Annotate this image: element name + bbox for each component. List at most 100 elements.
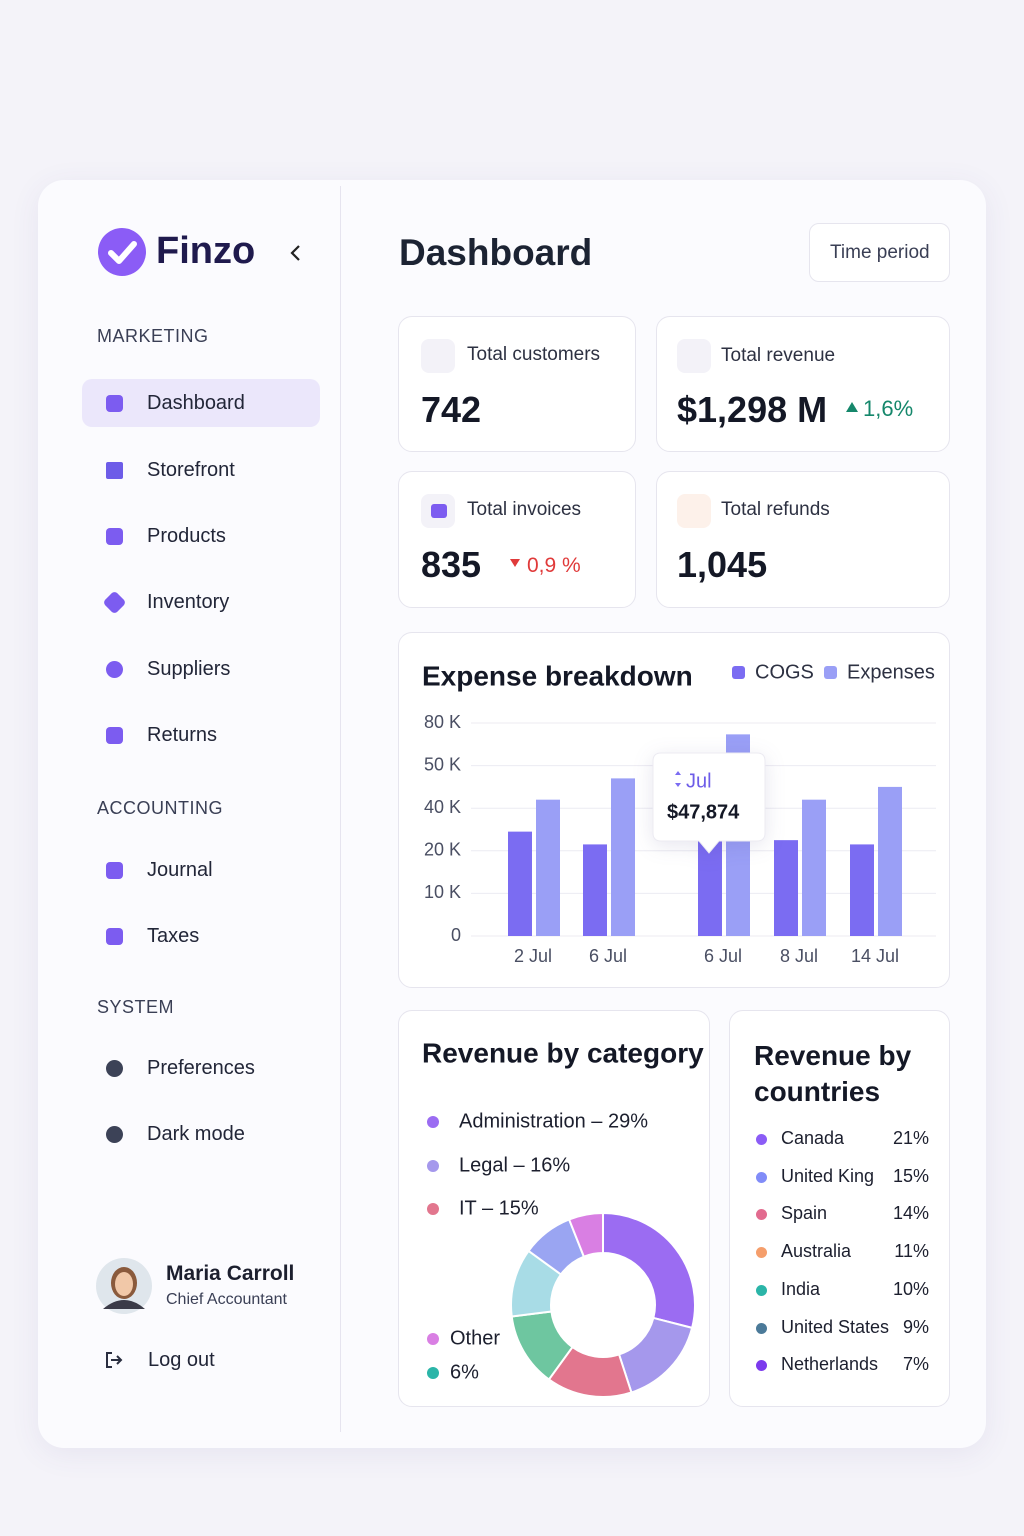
time-period-button[interactable]: Time period (809, 223, 950, 282)
nav-item[interactable]: Storefront (82, 446, 320, 494)
x-tick-label: 2 Jul (514, 946, 552, 966)
collapse-button[interactable] (287, 243, 305, 263)
stat-icon (421, 339, 455, 373)
nav-item[interactable]: Journal (82, 846, 320, 894)
country-name: Canada (781, 1128, 845, 1148)
user-name: Maria Carroll (166, 1262, 295, 1285)
stat-change: 0,9 % (527, 554, 581, 577)
nav-label: Inventory (147, 591, 230, 613)
nav-item[interactable]: Suppliers (82, 645, 320, 693)
legend-dot (756, 1134, 767, 1145)
tooltip-value: $47,874 (667, 801, 740, 823)
country-name: Spain (781, 1203, 828, 1224)
country-name: United States (781, 1316, 890, 1337)
logout-label: Log out (148, 1349, 215, 1371)
stat-value: 1,045 (677, 544, 768, 585)
stat-label: Total revenue (721, 345, 836, 366)
stat-label: Total refunds (721, 499, 830, 520)
bar (802, 799, 826, 936)
bar (508, 831, 532, 936)
y-tick-label: 10 K (424, 882, 461, 902)
y-tick-label: 80 K (424, 712, 461, 732)
nav-item[interactable]: Dark mode (82, 1110, 320, 1158)
category-card: Revenue by category Administration – 29%… (398, 1010, 710, 1407)
nav-item[interactable]: Returns (82, 711, 320, 759)
y-tick-label: 0 (451, 925, 461, 945)
nav-item[interactable]: Taxes (82, 912, 320, 960)
x-tick-label: 6 Jul (704, 946, 742, 966)
nav-label: Suppliers (147, 658, 231, 680)
stat-card: Total invoices 835 0,9 % (398, 471, 636, 608)
y-tick-label: 20 K (424, 840, 461, 860)
donut-slice (602, 1211, 696, 1330)
legend-dot (427, 1203, 439, 1215)
bar (611, 778, 635, 936)
user-role: Chief Accountant (166, 1291, 287, 1308)
nav-item[interactable]: Dashboard (82, 379, 320, 427)
country-name: Australia (781, 1241, 852, 1262)
stat-icon (421, 494, 455, 528)
legend-label: COGS (755, 661, 814, 683)
nav-label: Products (147, 525, 226, 547)
country-share: 9% (902, 1316, 929, 1337)
stat-icon (677, 339, 711, 373)
nav-item[interactable]: Products (82, 512, 320, 560)
bar (878, 786, 902, 936)
legend-dot (427, 1116, 439, 1128)
nav-label: Dark mode (147, 1123, 245, 1145)
nav-item[interactable]: Preferences (82, 1044, 320, 1092)
country-name: United King (781, 1165, 875, 1186)
legend-label: Expenses (847, 661, 935, 683)
country-name: India (781, 1278, 821, 1299)
stat-card: Total refunds 1,045 (656, 471, 950, 608)
country-share: 14% (892, 1203, 929, 1224)
legend-dot (756, 1360, 767, 1372)
legend-value: 6% (450, 1361, 479, 1383)
stat-card: Total revenue $1,298 M 1,6% (656, 316, 950, 452)
nav-item[interactable]: Inventory (82, 578, 320, 626)
legend-dot (756, 1171, 767, 1183)
stat-card: Total customers 742 (398, 316, 636, 452)
bar (850, 844, 874, 936)
legend-label: Other (450, 1327, 500, 1349)
expense-card: Expense breakdown 0 10 K 20 K 40 K 50 K 80 K 2… (398, 632, 950, 988)
tooltip-label: Jul (686, 770, 712, 792)
donut-slice (617, 1316, 694, 1394)
trend-down-icon (510, 559, 520, 567)
brand-logo (98, 228, 146, 276)
brand-name: Finzo (156, 230, 256, 272)
legend-swatch (824, 666, 837, 679)
legend-dot (427, 1367, 439, 1379)
bar (774, 840, 798, 936)
logout-icon (106, 1352, 123, 1368)
tooltip-box (652, 752, 766, 854)
nav-label: Dashboard (147, 392, 245, 414)
country-share: 10% (892, 1278, 929, 1299)
tooltip-icon (675, 771, 681, 787)
stat-label: Total invoices (467, 499, 582, 520)
legend-label: Administration – 29% (459, 1110, 648, 1132)
user-avatar (96, 1258, 152, 1314)
y-tick-label: 40 K (424, 797, 461, 817)
x-tick-label: 6 Jul (589, 946, 627, 966)
nav-label: Storefront (147, 459, 235, 481)
legend-label: Legal – 16% (459, 1154, 570, 1176)
country-share: 15% (892, 1165, 929, 1186)
legend-dot (756, 1209, 767, 1221)
country-share: 7% (902, 1354, 929, 1375)
button-label: Time period (830, 242, 930, 263)
legend-dot (427, 1333, 439, 1345)
legend-dot (756, 1247, 767, 1259)
logout-button[interactable]: Log out (104, 1346, 244, 1376)
stat-icon (677, 494, 711, 528)
donut-slice (567, 1211, 604, 1258)
nav-label: Journal (147, 859, 213, 881)
country-name: Netherlands (781, 1354, 879, 1375)
page-title: Dashboard (399, 232, 593, 273)
card-title: Revenue by countries (754, 1040, 912, 1107)
nav-label: Returns (147, 724, 218, 746)
bar (583, 844, 607, 936)
stat-value: 742 (421, 389, 482, 430)
legend-dot (756, 1284, 767, 1296)
